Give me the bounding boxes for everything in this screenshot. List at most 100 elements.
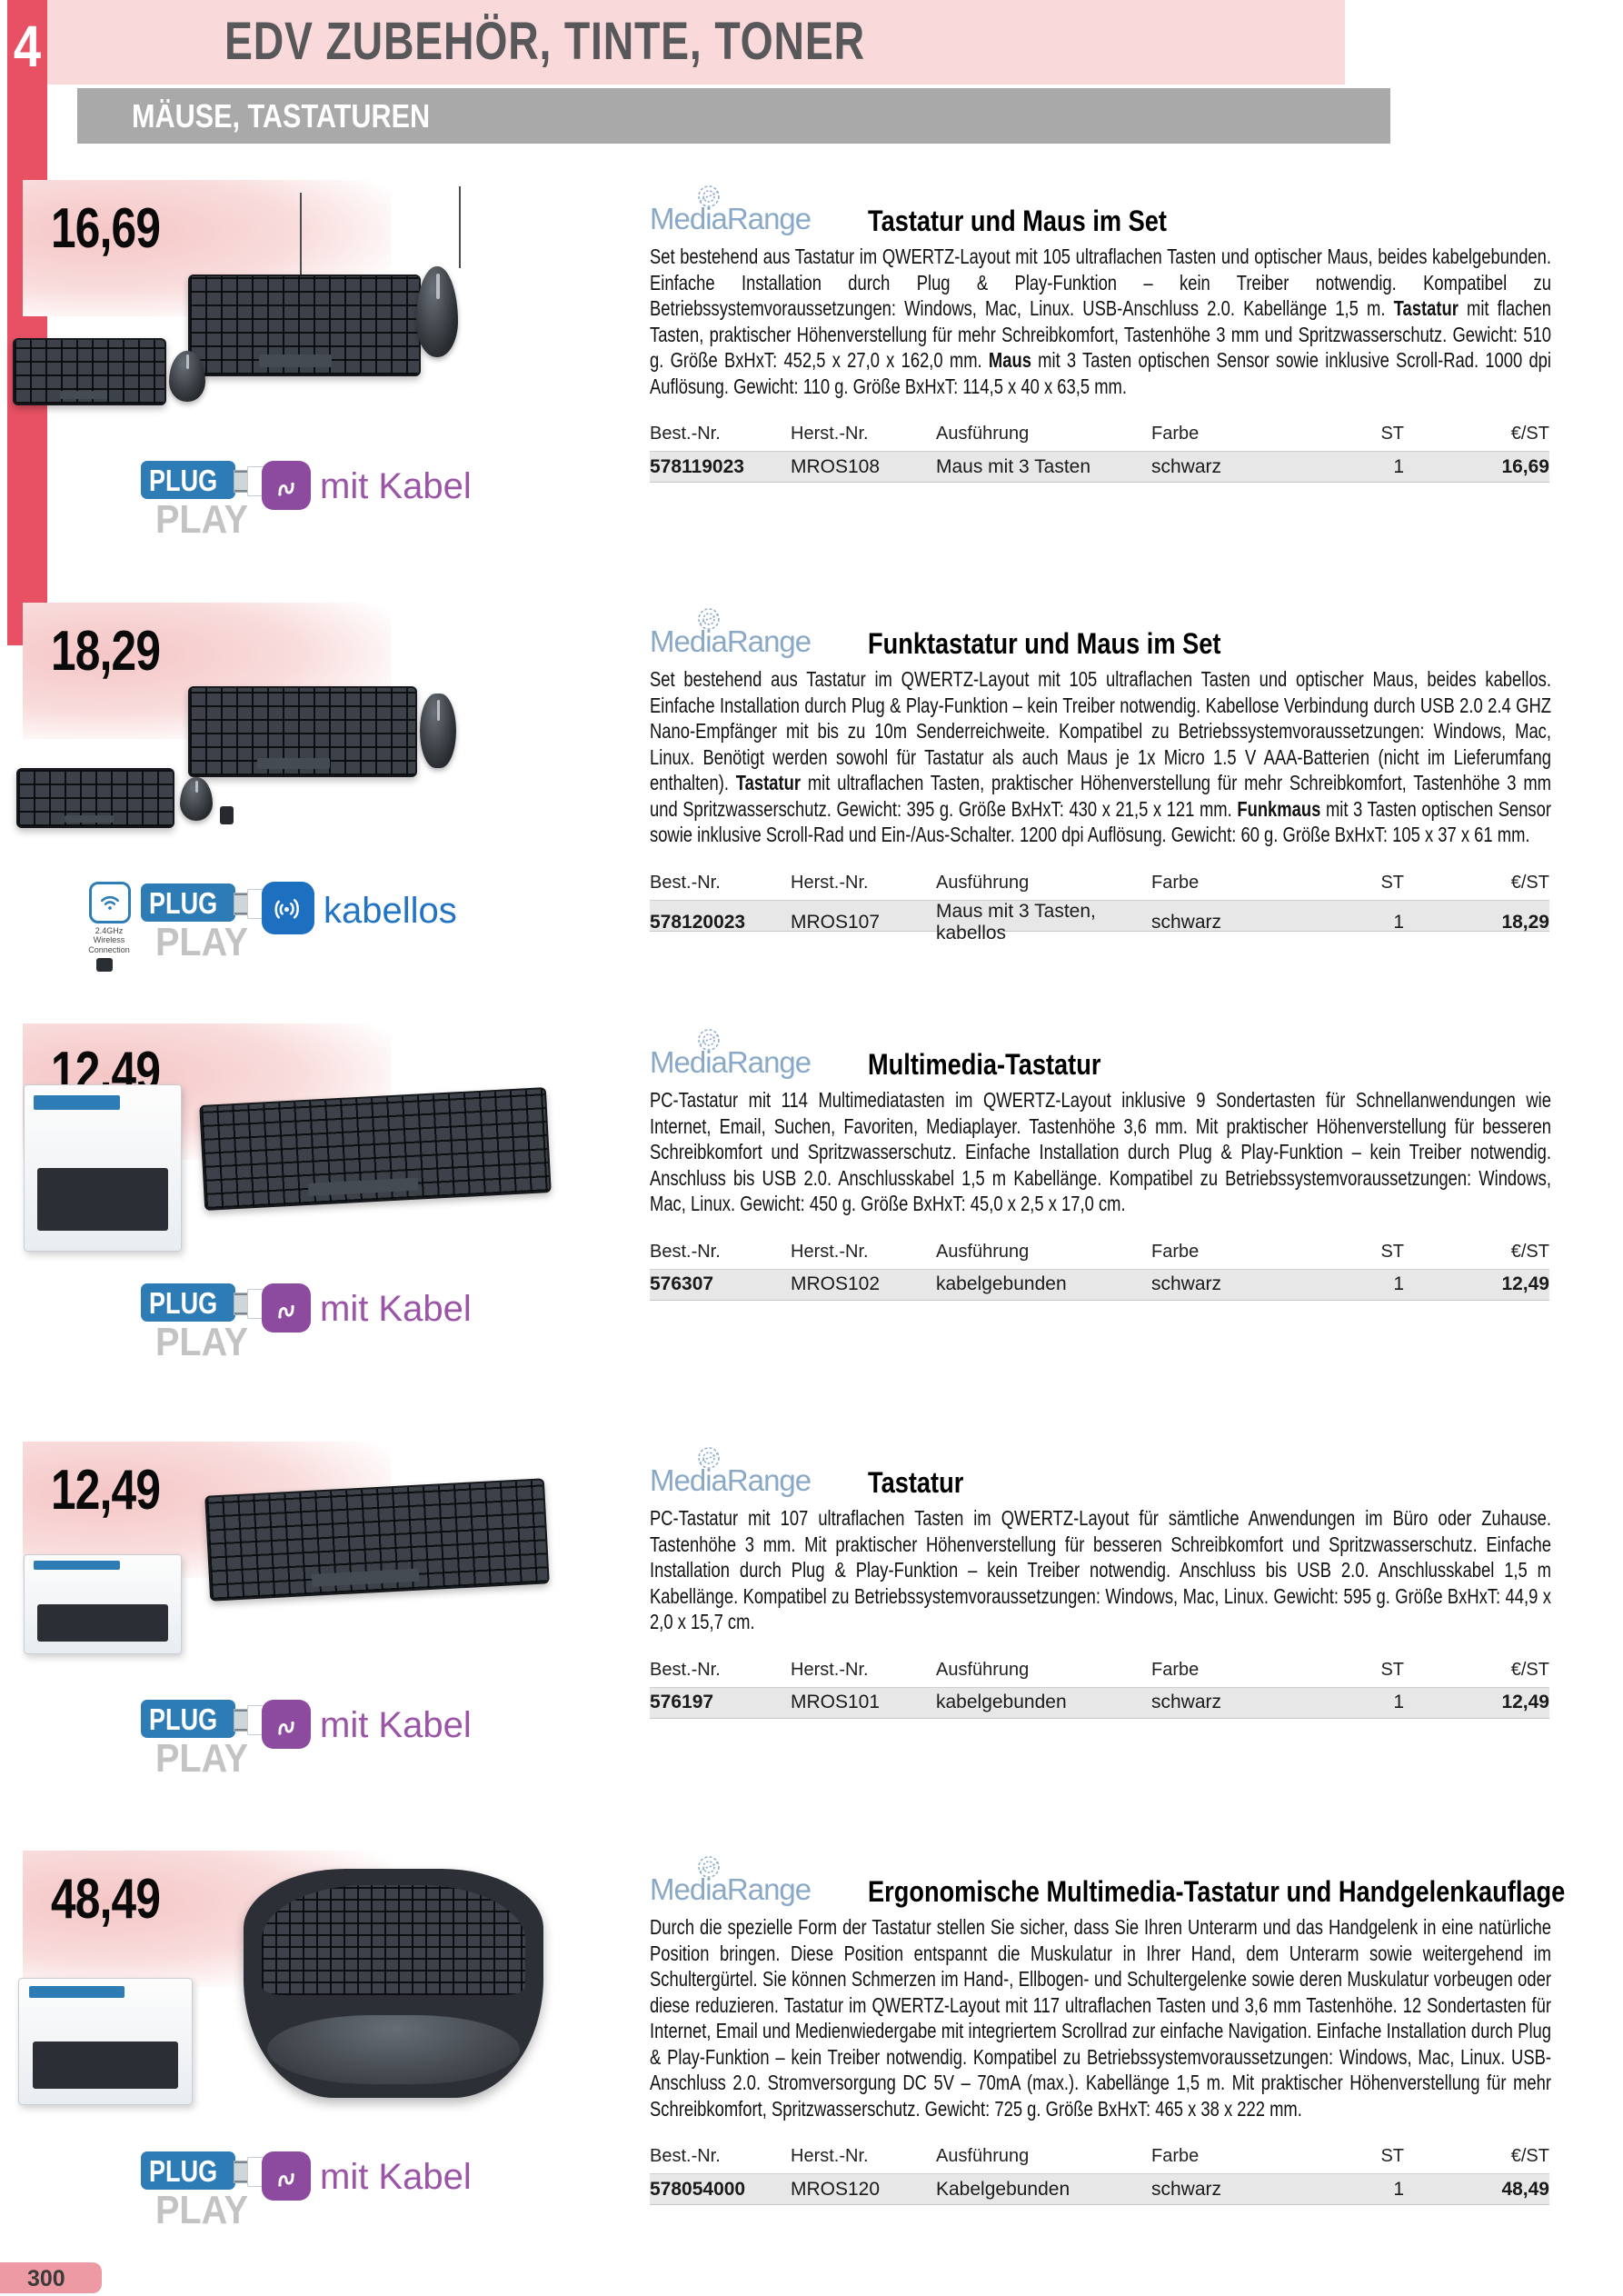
order-table-header: Best.-Nr. Herst.-Nr. Ausführung Farbe ST…	[650, 1656, 1549, 1688]
feature-badges: PLUG PLAY mit Kabel	[0, 1698, 627, 1798]
plug-label-box: PLUG	[141, 1283, 235, 1322]
product-header: MediaRange Multimedia-Tastatur	[650, 1029, 1554, 1081]
plug-label-box: PLUG	[141, 883, 235, 922]
brand-name: MediaRange	[650, 202, 812, 235]
product-description: Set bestehend aus Tastatur im QWERTZ-Lay…	[650, 667, 1551, 846]
product-price: 18,29	[51, 620, 161, 683]
product-details: MediaRange Tastatur PC-Tastatur mit 107 …	[650, 1434, 1554, 1719]
cell-best-nr: 578120023	[650, 911, 746, 933]
plug-label: PLUG	[149, 2154, 218, 2188]
chapter-title: EDV ZUBEHÖR, TINTE, TONER	[224, 12, 865, 71]
mouse-cable	[459, 186, 461, 268]
product-section: 12,49 PLUG PLAY	[0, 1434, 1623, 1857]
order-table-header: Best.-Nr. Herst.-Nr. Ausführung Farbe ST…	[650, 2142, 1549, 2174]
product-description: Durch die spezielle Form der Tastatur st…	[650, 1915, 1551, 2121]
cell-farbe: schwarz	[1151, 455, 1222, 477]
col-best-nr: Best.-Nr.	[650, 1241, 721, 1262]
plug-label-box: PLUG	[141, 461, 235, 499]
col-farbe: Farbe	[1151, 872, 1200, 893]
cell-ausfuehrung: Kabelgebunden	[936, 2178, 1070, 2200]
plug-label-box: PLUG	[141, 1700, 235, 1738]
order-table-header: Best.-Nr. Herst.-Nr. Ausführung Farbe ST…	[650, 869, 1549, 901]
cell-herst-nr: MROS120	[791, 2178, 881, 2200]
mediarange-logo-icon	[695, 1445, 722, 1475]
order-table: Best.-Nr. Herst.-Nr. Ausführung Farbe ST…	[650, 1238, 1549, 1301]
brand-name: MediaRange	[650, 1045, 812, 1079]
product-title: Tastatur	[868, 1466, 964, 1499]
order-table: Best.-Nr. Herst.-Nr. Ausführung Farbe ST…	[650, 420, 1549, 483]
plug-and-play-badge: PLUG PLAY	[141, 1698, 277, 1789]
product-section: 16,69 PLUG PLAY	[0, 173, 1623, 595]
cell-farbe: schwarz	[1151, 911, 1222, 933]
cell-farbe: schwarz	[1151, 1692, 1222, 1712]
col-farbe: Farbe	[1151, 424, 1200, 444]
keyboard-photo	[204, 1478, 550, 1602]
feature-badges: PLUG PLAY mit Kabel	[0, 2150, 627, 2250]
cell-preis: 48,49	[1501, 2178, 1549, 2200]
play-label: PLAY	[155, 1736, 248, 1781]
brand-name: MediaRange	[650, 1872, 812, 1906]
col-herst-nr: Herst.-Nr.	[791, 424, 869, 444]
mouse-photo-small	[169, 351, 205, 402]
feature-badges: PLUG PLAY mit Kabel	[0, 459, 627, 559]
product-price: 12,49	[51, 1459, 161, 1522]
cell-herst-nr: MROS102	[791, 1273, 881, 1294]
col-ausfuehrung: Ausführung	[936, 872, 1030, 893]
cell-ausfuehrung: Maus mit 3 Tasten	[936, 455, 1091, 477]
mediarange-logo-icon	[695, 1854, 722, 1884]
cell-ausfuehrung: kabelgebunden	[936, 1273, 1067, 1294]
col-preis: €/ST	[1510, 1241, 1549, 1262]
cell-herst-nr: MROS107	[791, 911, 881, 933]
mediarange-logo-icon	[695, 606, 722, 636]
cell-herst-nr: MROS101	[791, 1692, 881, 1712]
cell-preis: 16,69	[1501, 455, 1549, 477]
product-visuals: 18,29 2.4GHz Wir	[0, 595, 636, 1018]
plug-and-play-badge: PLUG PLAY	[141, 1282, 277, 1373]
wireless-caption: 2.4GHz Wireless Connection	[88, 926, 130, 954]
cell-farbe: schwarz	[1151, 1273, 1222, 1294]
product-visuals: 48,49 PLUG PLAY	[0, 1843, 636, 2266]
mit-kabel-label: mit Kabel	[320, 466, 472, 506]
cable-icon	[262, 461, 311, 510]
col-ausfuehrung: Ausführung	[936, 1241, 1030, 1262]
wireless-badge: 2.4GHz Wireless Connection	[88, 882, 147, 973]
cell-best-nr: 576197	[650, 1692, 714, 1712]
col-herst-nr: Herst.-Nr.	[791, 2146, 869, 2166]
col-herst-nr: Herst.-Nr.	[791, 1659, 869, 1680]
plug-label: PLUG	[149, 1286, 218, 1320]
product-header: MediaRange Tastatur und Maus im Set	[650, 185, 1554, 237]
packaging-photo	[24, 1084, 182, 1252]
plug-label: PLUG	[149, 1702, 218, 1736]
product-title: Ergonomische Multimedia-Tastatur und Han…	[868, 1875, 1566, 1908]
col-preis: €/ST	[1510, 2146, 1549, 2166]
plug-label: PLUG	[149, 886, 218, 920]
col-st: ST	[1380, 2146, 1404, 2166]
col-ausfuehrung: Ausführung	[936, 1659, 1030, 1680]
cell-ausfuehrung: kabelgebunden	[936, 1692, 1067, 1712]
page-number: 300	[27, 2266, 65, 2291]
product-description: Set bestehend aus Tastatur im QWERTZ-Lay…	[650, 245, 1552, 398]
col-st: ST	[1380, 1241, 1404, 1262]
col-best-nr: Best.-Nr.	[650, 1659, 721, 1680]
mediarange-logo-icon	[695, 1027, 722, 1057]
order-table-row: 578054000 MROS120 Kabelgebunden schwarz …	[650, 2174, 1549, 2205]
mit-kabel-label: mit Kabel	[320, 1705, 472, 1745]
col-best-nr: Best.-Nr.	[650, 872, 721, 893]
brand-name: MediaRange	[650, 1463, 812, 1497]
order-table-row: 578120023 MROS107 Maus mit 3 Tasten, kab…	[650, 900, 1549, 943]
product-section: 48,49 PLUG PLAY	[0, 1843, 1623, 2266]
col-ausfuehrung: Ausführung	[936, 2146, 1030, 2166]
mouse-photo-small	[180, 777, 213, 821]
keyboard-photo	[188, 686, 417, 777]
product-visuals: 16,69 PLUG PLAY	[0, 173, 636, 595]
cable-icon	[262, 1700, 311, 1749]
cell-preis: 12,49	[1501, 1273, 1549, 1294]
plug-and-play-badge: PLUG PLAY	[141, 882, 277, 973]
play-label: PLAY	[155, 1320, 248, 1364]
order-table: Best.-Nr. Herst.-Nr. Ausführung Farbe ST…	[650, 869, 1549, 943]
cell-farbe: schwarz	[1151, 2178, 1222, 2200]
play-label: PLAY	[155, 497, 248, 542]
page-number-tab: 300	[0, 2262, 102, 2293]
chapter-banner: EDV ZUBEHÖR, TINTE, TONER	[47, 0, 1345, 85]
